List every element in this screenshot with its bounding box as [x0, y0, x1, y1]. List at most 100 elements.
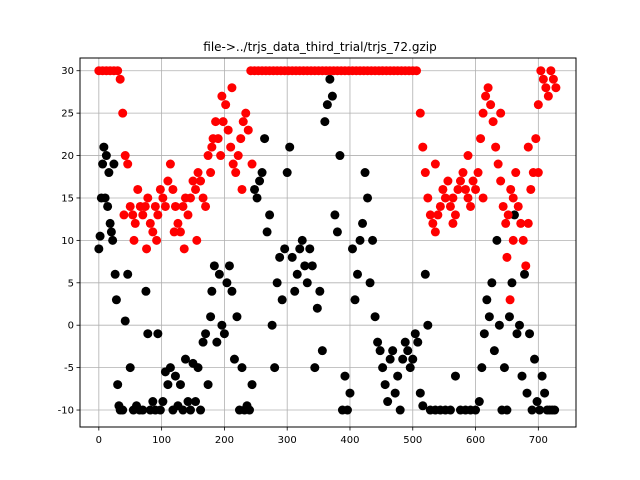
data-point: [196, 176, 206, 186]
data-point: [410, 329, 420, 339]
data-point: [355, 235, 365, 245]
data-point: [186, 405, 196, 415]
data-point: [507, 278, 517, 288]
data-point: [492, 235, 502, 245]
data-point: [478, 193, 488, 203]
data-point: [521, 261, 531, 271]
data-point: [222, 278, 232, 288]
data-point: [536, 66, 546, 76]
data-point: [180, 354, 190, 364]
data-point: [517, 371, 527, 381]
data-point: [320, 117, 330, 127]
data-point: [302, 278, 312, 288]
data-point: [179, 244, 189, 254]
data-point: [188, 176, 198, 186]
data-point: [520, 269, 530, 279]
data-point: [523, 142, 533, 152]
data-point: [98, 159, 108, 169]
data-point: [241, 108, 251, 118]
data-point: [265, 210, 275, 220]
data-point: [502, 405, 512, 415]
data-point: [237, 184, 247, 194]
data-point: [270, 363, 280, 373]
data-point: [260, 134, 270, 144]
data-point: [238, 117, 248, 127]
data-point: [345, 388, 355, 398]
data-point: [420, 269, 430, 279]
data-point: [395, 405, 405, 415]
data-point: [168, 184, 178, 194]
data-point: [95, 231, 105, 241]
data-point: [219, 329, 229, 339]
data-point: [158, 397, 168, 407]
data-point: [300, 261, 310, 271]
data-point: [512, 329, 522, 339]
data-point: [106, 227, 116, 237]
data-point: [175, 227, 185, 237]
data-point: [327, 91, 337, 101]
data-point: [445, 405, 455, 415]
data-point: [420, 168, 430, 178]
data-point: [201, 201, 211, 211]
x-tick-label: 600: [466, 435, 485, 446]
x-tick-label: 500: [403, 435, 422, 446]
data-point: [388, 346, 398, 356]
data-point: [198, 193, 208, 203]
data-point: [468, 176, 478, 186]
data-point: [217, 320, 227, 330]
data-point: [232, 312, 242, 322]
data-point: [297, 235, 307, 245]
data-point: [460, 184, 470, 194]
data-point: [353, 269, 363, 279]
plot-frame: [79, 57, 577, 428]
data-point: [546, 66, 556, 76]
data-point: [191, 397, 201, 407]
data-point: [247, 159, 257, 169]
data-point: [450, 210, 460, 220]
data-point: [120, 151, 130, 161]
data-point: [305, 244, 315, 254]
data-point: [508, 235, 518, 245]
y-tick-label: 15: [61, 193, 74, 204]
data-point: [310, 363, 320, 373]
data-point: [196, 405, 206, 415]
data-point: [231, 168, 241, 178]
data-point: [514, 320, 524, 330]
data-point: [237, 363, 247, 373]
data-point: [487, 278, 497, 288]
y-tick-label: 10: [61, 236, 74, 247]
data-point: [229, 354, 239, 364]
data-point: [383, 397, 393, 407]
data-point: [113, 380, 123, 390]
data-point: [282, 168, 292, 178]
data-point: [275, 252, 285, 262]
data-point: [287, 252, 297, 262]
data-point: [393, 371, 403, 381]
data-point: [211, 117, 221, 127]
data-point: [155, 184, 165, 194]
data-point: [285, 142, 295, 152]
data-point: [496, 176, 506, 186]
data-point: [203, 151, 213, 161]
data-point: [463, 151, 473, 161]
data-point: [218, 117, 228, 127]
data-point: [192, 235, 202, 245]
data-point: [541, 83, 551, 93]
data-point: [227, 83, 237, 93]
data-point: [277, 295, 287, 305]
data-point: [140, 201, 150, 211]
data-point: [478, 108, 488, 118]
data-point: [538, 74, 548, 84]
data-point: [373, 337, 383, 347]
y-tick-label: 25: [61, 109, 74, 120]
data-point: [508, 193, 518, 203]
data-point: [290, 286, 300, 296]
data-point: [148, 397, 158, 407]
data-point: [330, 210, 340, 220]
data-point: [267, 320, 277, 330]
data-point: [191, 184, 201, 194]
y-axis-ticks: -10 -5 0 5 10 15 20 25 30: [58, 66, 80, 417]
data-point: [400, 337, 410, 347]
data-point: [476, 134, 486, 144]
data-point: [206, 168, 216, 178]
